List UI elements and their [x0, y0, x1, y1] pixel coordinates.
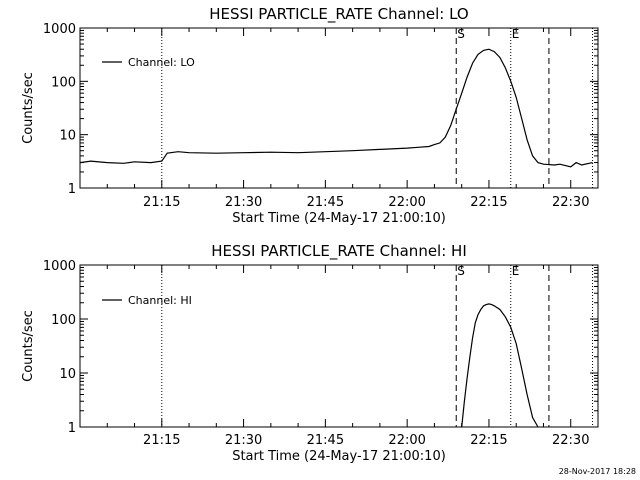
x-tick-label: 21:15 [143, 195, 180, 210]
panel-channel-hi: HESSI PARTICLE_RATE Channel: HI 1 10 100 100… [21, 242, 599, 464]
x-axis-label: Start Time (24-May-17 21:00:10) [232, 211, 446, 226]
x-tick-label: 21:30 [225, 433, 262, 448]
y-axis-label: Counts/sec [21, 72, 36, 144]
marker-label: E [512, 264, 520, 278]
x-tick-label: 22:15 [470, 195, 507, 210]
legend-label: Channel: HI [128, 294, 192, 307]
y-tick-label: 10 [59, 129, 76, 144]
legend: Channel: LO [102, 56, 195, 69]
x-tick-label: 22:00 [388, 433, 425, 448]
y-tick-label: 1 [68, 182, 76, 197]
marker-label: E [512, 27, 520, 41]
x-tick-label: 21:30 [225, 195, 262, 210]
legend-label: Channel: LO [128, 56, 195, 69]
x-tick-label: 22:15 [470, 433, 507, 448]
y-axis-label: Counts/sec [21, 310, 36, 382]
y-tick-label: 100 [51, 313, 76, 328]
y-tick-label: 1000 [43, 22, 76, 37]
x-tick-label: 22:30 [552, 433, 589, 448]
y-tick-label: 1 [68, 421, 76, 436]
plot-frame [79, 264, 599, 428]
y-tick-label: 10 [59, 367, 76, 382]
legend: Channel: HI [102, 294, 192, 307]
plot-frame [79, 27, 599, 189]
x-tick-label: 21:45 [307, 195, 344, 210]
x-tick-label: 22:30 [552, 195, 589, 210]
x-tick-label: 22:00 [388, 195, 425, 210]
panel-channel-lo: HESSI PARTICLE_RATE Channel: LO 1 10 100 100… [21, 5, 599, 226]
x-tick-label: 21:15 [143, 433, 180, 448]
data-series-line [80, 48, 593, 168]
plot-timestamp: 28-Nov-2017 18:28 [559, 467, 636, 476]
chart-title: HESSI PARTICLE_RATE Channel: LO [209, 5, 468, 24]
x-axis-label: Start Time (24-May-17 21:00:10) [232, 449, 446, 464]
data-series-line [461, 303, 539, 427]
marker-label: S [457, 27, 465, 41]
chart-title: HESSI PARTICLE_RATE Channel: HI [211, 242, 467, 261]
y-tick-label: 1000 [43, 259, 76, 274]
y-tick-label: 100 [51, 75, 76, 90]
marker-label: S [457, 264, 465, 278]
x-tick-label: 21:45 [307, 433, 344, 448]
